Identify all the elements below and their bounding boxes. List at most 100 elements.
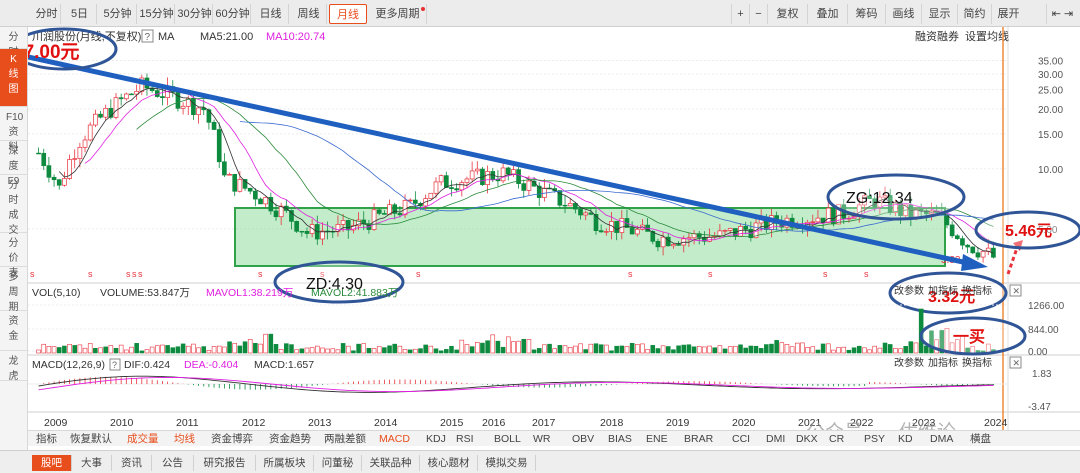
indicator-tab-17[interactable]: DMI [766,433,786,445]
bottom-tab-3[interactable]: 公告 [152,455,194,471]
toolbar-btn-2[interactable]: 复权 [767,4,807,24]
macd-close-icon[interactable] [1009,356,1022,369]
kline-chart[interactable]: 川润股份(月线,不复权) ? MA MA5:21.00 MA10:20.74 融… [28,27,1080,430]
bottom-tab-4[interactable]: 研究报告 [194,455,256,471]
bottom-tab-8[interactable]: 核心题材 [420,455,478,471]
ma-settings-link[interactable]: 设置均线 [965,29,1009,43]
bottom-tab-7[interactable]: 关联品种 [362,455,420,471]
x-tick-label: 2017 [532,417,556,429]
period-tab-0[interactable]: 分时 [33,4,61,24]
sidebar-item-2[interactable]: F10资料 [0,107,27,153]
bottom-tab-9[interactable]: 模拟交易 [478,455,536,471]
indicator-tab-20[interactable]: PSY [864,433,886,445]
indicator-tab-5[interactable]: 资金趋势 [269,433,311,445]
volume-bar [376,346,382,354]
candle-body [516,169,521,184]
vol-close-icon[interactable] [1009,284,1022,297]
vol-switch-indicator[interactable]: 换指标 [962,284,992,297]
indicator-tab-7[interactable]: MACD [379,433,410,445]
sidebar-item-7[interactable]: 资金 [0,311,27,351]
indicator-tab-12[interactable]: OBV [572,433,595,445]
indicator-tab-16[interactable]: CCI [732,433,751,445]
indicator-tab-21[interactable]: KD [898,433,913,445]
toolbar-btn-6[interactable]: 显示 [921,4,957,24]
indicator-tab-19[interactable]: CR [829,433,845,445]
volume-bar [505,336,511,354]
volume-bar [727,346,733,354]
macd-change-params[interactable]: 改参数 [894,356,924,369]
indicator-tab-22[interactable]: DMA [930,433,954,445]
toolbar-btn-3[interactable]: 叠加 [807,4,847,24]
sidebar-item-3[interactable]: 深度F9 [0,141,27,187]
candle-body [82,139,88,148]
toolbar-btn-8[interactable]: 展开 [991,4,1025,24]
indicator-tab-6[interactable]: 两融差额 [324,433,366,445]
indicator-tab-9[interactable]: RSI [456,433,474,445]
period-tab-9[interactable]: 更多周期 [369,4,427,24]
indicator-tab-8[interactable]: KDJ [426,433,446,445]
indicator-tab-10[interactable]: BOLL [494,433,521,445]
toolbar-btn-0[interactable]: + [731,4,749,24]
vol-change-params[interactable]: 改参数 [894,284,924,297]
toolbar-btn-4[interactable]: 筹码 [847,4,885,24]
period-tab-5[interactable]: 60分钟 [215,4,251,24]
bottom-tab-5[interactable]: 所属板块 [256,455,314,471]
sidebar-item-8[interactable]: 龙虎 [0,351,27,382]
indicator-tab-11[interactable]: WR [533,433,551,445]
x-tick-label: 2021 [798,417,822,429]
toolbar-btn-1[interactable]: − [749,4,767,24]
period-tab-2[interactable]: 5分钟 [99,4,137,24]
candle-body [438,175,444,183]
indicator-tab-13[interactable]: BIAS [608,433,632,445]
indicator-tab-2[interactable]: 成交量 [127,433,159,445]
bottom-tab-6[interactable]: 问董秘 [314,455,362,471]
macd-switch-indicator[interactable]: 换指标 [962,356,992,369]
bottom-tabs: 股吧 大事 资讯 公告 研究报告 所属板块 问董秘 关联品种 核心题材 模拟交易 [0,450,1080,473]
period-tab-4[interactable]: 30分钟 [177,4,213,24]
macd-help-icon[interactable] [109,358,121,371]
period-tab-3[interactable]: 15分钟 [139,4,175,24]
volume-bar [185,345,191,354]
candle-body [454,188,459,191]
candle-body [836,204,841,225]
bottom-tab-0[interactable]: 股吧 [32,455,72,471]
period-tab-8[interactable]: 月线 [329,4,367,24]
volume-bar [413,348,418,354]
vol-add-indicator[interactable]: 加指标 [928,284,958,297]
toolbar-btn-5[interactable]: 画线 [885,4,921,24]
indicator-tab-15[interactable]: BRAR [684,433,714,445]
volume-bar [800,342,805,354]
volume-bar [676,345,681,354]
period-tab-6[interactable]: 日线 [253,4,289,24]
bottom-tab-1[interactable]: 大事 [72,455,112,471]
indicator-tab-1[interactable]: 恢复默认 [70,433,112,445]
toolbar-btn-7[interactable]: 简约 [957,4,991,24]
sidebar-item-5[interactable]: 分价表 [0,233,27,279]
bottom-tab-2[interactable]: 资讯 [112,455,152,471]
volume-bar [242,341,248,354]
expand-arrows-icon[interactable]: ⇤ ⇥ [1046,4,1078,24]
period-tab-7[interactable]: 周线 [291,4,327,24]
sidebar-item-6[interactable]: 多周期 [0,267,27,313]
indicator-tab-4[interactable]: 资金博弈 [211,433,253,445]
help-icon[interactable] [141,29,154,43]
volume-bar [934,339,939,354]
macd-help-glyph: ? [112,360,117,370]
volume-bar [320,347,325,354]
dividend-s-marker: s [126,269,131,279]
watermark: 公众号 · 一优维论 [806,421,956,430]
macd-add-indicator[interactable]: 加指标 [928,356,958,369]
sidebar-item-1[interactable]: K线图 [0,49,27,107]
period-tab-1[interactable]: 5日 [63,4,97,24]
sidebar-item-0[interactable]: 分时 [0,27,27,58]
indicator-tab-18[interactable]: DKX [796,433,818,445]
indicator-tab-0[interactable]: 指标 [36,433,57,445]
indicator-tab-14[interactable]: ENE [646,433,668,445]
dea-value: DEA:-0.404 [184,359,238,371]
margin-trading-link[interactable]: 融资融券 [915,29,959,43]
indicator-tab-3[interactable]: 均线 [174,433,195,445]
volume-bar [774,340,779,354]
sidebar-item-4[interactable]: 分时成交 [0,175,27,236]
indicator-tab-23[interactable]: 横盘 [970,433,991,445]
candle-body [36,152,41,155]
